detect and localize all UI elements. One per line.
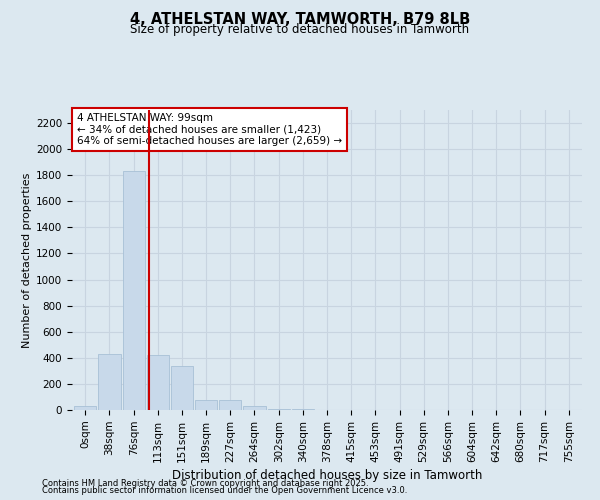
Bar xyxy=(195,400,217,410)
Bar xyxy=(146,355,169,410)
Bar xyxy=(219,400,241,410)
Text: Contains HM Land Registry data © Crown copyright and database right 2025.: Contains HM Land Registry data © Crown c… xyxy=(42,478,368,488)
Y-axis label: Number of detached properties: Number of detached properties xyxy=(22,172,32,348)
Bar xyxy=(244,406,266,410)
X-axis label: Distribution of detached houses by size in Tamworth: Distribution of detached houses by size … xyxy=(172,469,482,482)
Text: Contains public sector information licensed under the Open Government Licence v3: Contains public sector information licen… xyxy=(42,486,407,495)
Bar xyxy=(171,366,193,410)
Bar xyxy=(98,354,121,410)
Text: 4 ATHELSTAN WAY: 99sqm
← 34% of detached houses are smaller (1,423)
64% of semi-: 4 ATHELSTAN WAY: 99sqm ← 34% of detached… xyxy=(77,113,342,146)
Text: Size of property relative to detached houses in Tamworth: Size of property relative to detached ho… xyxy=(130,24,470,36)
Bar xyxy=(74,406,97,410)
Text: 4, ATHELSTAN WAY, TAMWORTH, B79 8LB: 4, ATHELSTAN WAY, TAMWORTH, B79 8LB xyxy=(130,12,470,28)
Bar xyxy=(122,172,145,410)
